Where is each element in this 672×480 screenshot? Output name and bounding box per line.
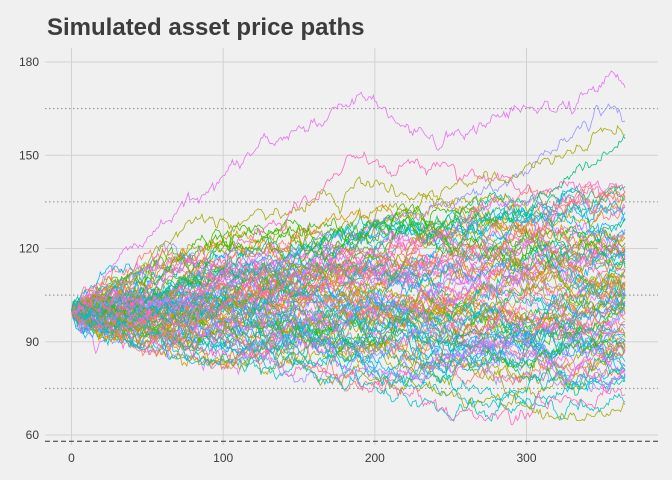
price-path xyxy=(71,259,626,342)
price-path xyxy=(71,296,626,366)
y-tick-label: 150 xyxy=(19,148,39,162)
x-tick-label: 200 xyxy=(365,451,385,465)
price-path xyxy=(71,186,626,331)
x-tick-label: 300 xyxy=(516,451,536,465)
price-path-extreme xyxy=(71,310,626,426)
x-tick-label: 0 xyxy=(68,451,75,465)
price-path xyxy=(71,252,626,376)
price-path-extreme xyxy=(71,103,626,315)
price-path xyxy=(71,205,626,317)
price-path xyxy=(71,280,626,363)
y-tick-label: 90 xyxy=(26,335,40,349)
price-path xyxy=(71,183,626,327)
x-axis-ticks: 0 100 200 300 xyxy=(68,451,537,465)
price-path xyxy=(71,286,626,398)
price-path xyxy=(71,196,626,320)
price-path xyxy=(71,223,626,335)
price-path-extreme xyxy=(71,309,626,422)
price-paths xyxy=(71,70,626,426)
price-path xyxy=(71,269,626,347)
price-path xyxy=(71,191,626,311)
reference-lines xyxy=(45,108,658,442)
price-path xyxy=(71,289,626,394)
price-path-extreme xyxy=(71,296,626,414)
price-path-extreme xyxy=(71,124,626,311)
price-path xyxy=(71,211,626,319)
price-path xyxy=(71,261,626,344)
y-tick-label: 120 xyxy=(19,242,39,256)
price-path-extreme xyxy=(71,70,626,313)
y-axis-ticks: 60 90 120 150 180 xyxy=(19,55,39,442)
price-path xyxy=(71,198,626,320)
y-tick-label: 180 xyxy=(19,55,39,69)
price-path-extreme xyxy=(71,135,626,317)
price-path xyxy=(71,230,626,334)
price-path xyxy=(71,191,626,320)
price-path xyxy=(71,247,626,333)
price-path xyxy=(71,185,626,316)
chart-title: Simulated asset price paths xyxy=(47,14,365,41)
y-tick-label: 60 xyxy=(26,428,40,442)
price-path xyxy=(71,310,626,402)
x-tick-label: 100 xyxy=(213,451,233,465)
price-path xyxy=(71,280,626,393)
price-path-extreme xyxy=(71,150,626,318)
